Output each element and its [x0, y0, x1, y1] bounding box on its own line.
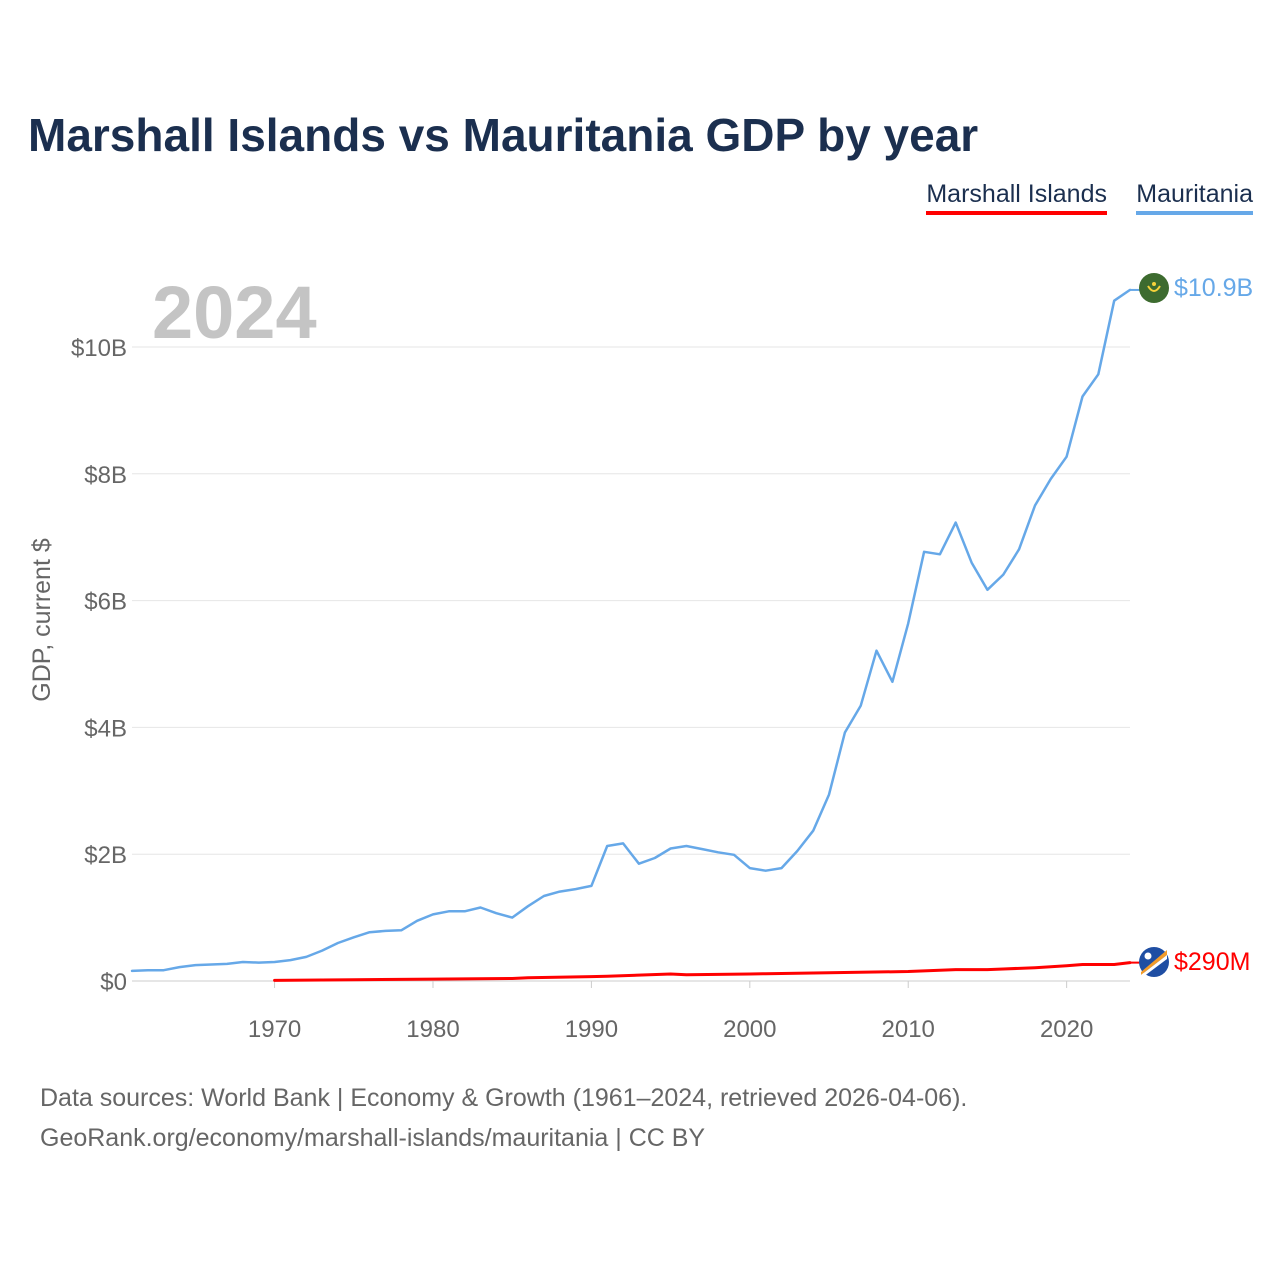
series-lines [130, 288, 1140, 982]
x-tick-label-1: 1980 [406, 1016, 459, 1043]
mauritania-end-value: $10.9B [1174, 274, 1253, 302]
mauritania-flag-crescent [1147, 285, 1161, 292]
mauritania-flag-star [1152, 282, 1156, 286]
marshall-flag-orange-ray [1141, 950, 1167, 975]
marshall-flag-white-ray [1141, 955, 1167, 977]
y-tick-label-4: $8B [84, 462, 127, 489]
y-tick-label-0: $0 [100, 969, 127, 996]
y-axis: $0 $2B $4B $6B $8B $10B [71, 335, 127, 996]
year-watermark: 2024 [152, 271, 317, 354]
mauritania-flag-icon [1139, 273, 1169, 303]
source-note: Data sources: World Bank | Economy & Gro… [40, 1084, 968, 1112]
y-tick-label-2: $4B [84, 715, 127, 742]
x-tick-label-4: 2010 [882, 1016, 935, 1043]
y-tick-label-3: $6B [84, 589, 127, 616]
legend-mauritania[interactable]: Mauritania [1136, 180, 1253, 215]
y-tick-label-1: $2B [84, 842, 127, 869]
marshall-islands-flag-icon [1139, 947, 1169, 977]
marshall-flag-star [1144, 952, 1152, 960]
mauritania-flag-disc [1139, 273, 1169, 303]
series-line-mauritania [130, 288, 1132, 973]
source-url: GeoRank.org/economy/marshall-islands/mau… [40, 1124, 706, 1152]
legend-marshall-islands[interactable]: Marshall Islands [926, 180, 1107, 215]
grid-lines [132, 346, 1130, 982]
x-tick-label-2: 1990 [565, 1016, 618, 1043]
line-chart: 2024 $0 $2B $4B $6B $8B $10B 1970 1980 1990 2000… [28, 271, 1253, 1043]
series-line-marshall-islands [273, 961, 1132, 982]
y-axis-label: GDP, current $ [28, 538, 56, 702]
y-tick-label-5: $10B [71, 335, 127, 362]
x-tick-label-5: 2020 [1040, 1016, 1093, 1043]
marshall-islands-end-value: $290M [1174, 948, 1250, 976]
x-axis: 1970 1980 1990 2000 2010 2020 [248, 981, 1093, 1043]
x-tick-label-0: 1970 [248, 1016, 301, 1043]
chart-title: Marshall Islands vs Mauritania GDP by ye… [28, 109, 979, 161]
x-tick-label-3: 2000 [723, 1016, 776, 1043]
end-labels: $10.9B $290M [1139, 273, 1253, 977]
